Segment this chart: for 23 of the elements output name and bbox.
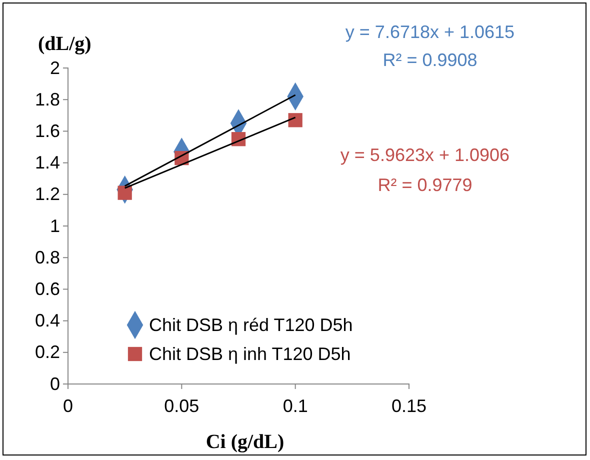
- annotation: y = 5.9623x + 1.0906: [340, 145, 510, 165]
- annotation: R² = 0.9908: [382, 50, 478, 70]
- x-axis-title: Ci (g/dL): [206, 431, 284, 453]
- text: y = 7.6718x + 1.0615: [345, 22, 515, 42]
- y-tick-label: 1.6: [34, 120, 60, 141]
- y-tick-label: 1: [50, 216, 60, 236]
- x-tick-label: 0: [62, 396, 74, 416]
- legend-label: Chit DSB η inh T120 D5h: [149, 344, 351, 364]
- y-tick-label: 0.8: [34, 247, 60, 268]
- y-tick-label: 0: [50, 374, 60, 394]
- y-tick-label: 0.4: [34, 310, 60, 331]
- y-tick-label: 1.8: [34, 89, 60, 110]
- legend-label: Chit DSB η réd T120 D5h: [149, 315, 353, 335]
- y-tick-label: 1.2: [34, 184, 60, 204]
- y-axis-title: (dL/g): [38, 33, 92, 55]
- x-tick-label: 0.05: [164, 396, 200, 416]
- y-tick-label: 2: [50, 58, 60, 78]
- x-tick-label: 0.1: [282, 396, 308, 416]
- y-tick-label: 0.6: [34, 278, 60, 299]
- y-tick-label: 0.2: [34, 342, 60, 362]
- annotation: R² = 0.9779: [378, 175, 472, 195]
- y-tick-label: 1.4: [34, 152, 60, 173]
- x-tick-label: 0.15: [391, 396, 427, 416]
